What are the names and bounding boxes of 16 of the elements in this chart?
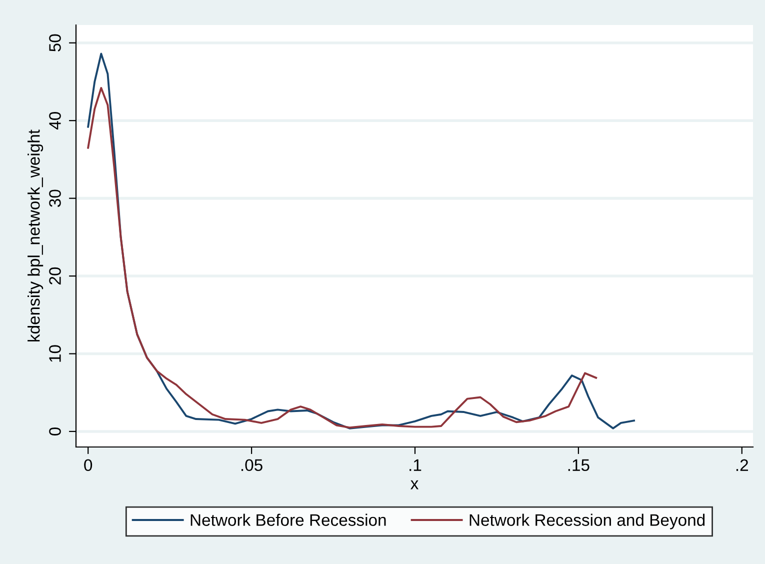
legend-label: Network Recession and Beyond bbox=[470, 514, 705, 530]
x-axis-title: x bbox=[410, 480, 418, 490]
x-tick-label: .15 bbox=[568, 459, 590, 472]
y-tick-label: 0 bbox=[49, 427, 61, 436]
y-tick-label: 40 bbox=[49, 112, 61, 130]
y-tick-label: 20 bbox=[49, 267, 61, 284]
x-tick-label: .2 bbox=[736, 459, 748, 471]
legend-label: Network Before Recession bbox=[190, 514, 386, 526]
y-tick-label: 30 bbox=[49, 190, 61, 207]
y-tick-label: 10 bbox=[49, 345, 61, 362]
x-tick-label: .05 bbox=[241, 459, 262, 472]
y-tick-label: 50 bbox=[49, 34, 61, 52]
x-tick-label: .1 bbox=[410, 459, 422, 471]
x-tick-label: 0 bbox=[84, 459, 92, 472]
line-series bbox=[87, 86, 598, 429]
y-axis-title: kdensity bpl_network_weight bbox=[28, 130, 44, 342]
